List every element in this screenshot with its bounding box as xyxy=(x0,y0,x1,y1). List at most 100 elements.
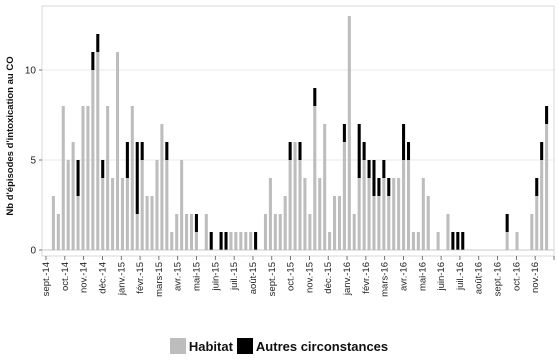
bar-habitat xyxy=(61,106,65,250)
bar-autres xyxy=(406,142,411,160)
bar-habitat xyxy=(165,160,169,250)
bar-habitat xyxy=(170,232,174,250)
bar-habitat xyxy=(298,160,302,250)
bar-habitat xyxy=(81,106,85,250)
bar-habitat xyxy=(303,178,307,250)
x-tick-label: sept.-16 xyxy=(493,262,504,296)
bar-autres xyxy=(545,106,549,124)
bar-habitat xyxy=(328,232,332,250)
x-tick-label: déc.-15 xyxy=(323,262,334,294)
y-tick-label: 10 xyxy=(25,66,37,77)
x-tick-label: juin-15 xyxy=(210,262,221,292)
legend: Habitat Autres circonstances xyxy=(0,336,558,356)
bar-habitat xyxy=(234,232,238,250)
bar-habitat xyxy=(372,196,376,250)
legend-swatch-habitat xyxy=(169,338,186,354)
bar-autres xyxy=(402,124,406,160)
bar-habitat xyxy=(155,160,159,250)
bar-habitat xyxy=(446,214,450,250)
bar-habitat xyxy=(387,196,391,250)
x-tick-label: sept.-14 xyxy=(41,262,52,296)
bar-autres xyxy=(461,232,465,250)
bar-habitat xyxy=(416,232,420,250)
bar-autres xyxy=(140,142,144,160)
x-tick-label: oct.-14 xyxy=(60,262,71,291)
bar-habitat xyxy=(120,178,124,250)
bar-habitat xyxy=(140,160,144,250)
bar-habitat xyxy=(244,232,248,250)
bar-autres xyxy=(165,142,169,160)
x-tick-label: juin-16 xyxy=(436,262,447,292)
bar-habitat xyxy=(278,214,282,250)
bar-habitat xyxy=(545,124,549,250)
x-tick-label: déc.-14 xyxy=(97,262,108,294)
bar-habitat xyxy=(515,232,519,250)
bar-autres xyxy=(101,160,105,178)
x-tick-label: juil.-16 xyxy=(455,262,466,291)
legend-item-habitat: Habitat xyxy=(169,338,233,354)
bar-autres xyxy=(505,214,509,232)
legend-label-autres: Autres circonstances xyxy=(255,338,389,354)
bar-habitat xyxy=(189,214,194,250)
bar-habitat xyxy=(111,178,115,250)
x-tick-label: nov.-16 xyxy=(530,262,541,293)
bar-habitat xyxy=(185,214,189,250)
bar-habitat xyxy=(150,196,154,250)
bar-habitat xyxy=(367,178,371,250)
bar-habitat xyxy=(96,52,100,250)
bar-habitat xyxy=(288,160,292,250)
bar-habitat xyxy=(308,214,312,250)
bar-habitat xyxy=(362,160,366,250)
bar-habitat xyxy=(377,196,381,250)
bar-habitat xyxy=(204,214,208,250)
bar-habitat xyxy=(357,178,361,250)
bar-habitat xyxy=(352,214,356,250)
bar-autres xyxy=(540,142,544,160)
x-tick-label: avr.-16 xyxy=(398,262,409,291)
bar-autres xyxy=(456,232,460,250)
bar-habitat xyxy=(530,214,534,250)
bar-autres xyxy=(342,124,346,142)
bar-habitat xyxy=(101,178,105,250)
y-axis-title: Nb d'épisodes d'intoxication au CO xyxy=(5,56,16,215)
bar-habitat xyxy=(56,214,60,250)
bar-habitat xyxy=(229,232,233,250)
x-tick-label: janv.-15 xyxy=(116,262,127,296)
bar-habitat xyxy=(313,106,317,250)
bar-habitat xyxy=(426,196,430,250)
bar-habitat xyxy=(505,232,509,250)
x-tick-label: oct.-16 xyxy=(511,262,522,291)
bar-autres xyxy=(451,232,455,250)
bar-habitat xyxy=(397,178,401,250)
bar-habitat xyxy=(323,124,327,250)
bar-habitat xyxy=(71,142,75,250)
bar-habitat xyxy=(263,214,268,250)
bar-autres xyxy=(387,178,391,196)
bar-autres xyxy=(125,142,129,178)
x-tick-label: mars-16 xyxy=(380,262,391,297)
bar-habitat xyxy=(421,178,425,250)
x-tick-label: févr.-15 xyxy=(135,262,146,294)
x-tick-label: mars-15 xyxy=(154,262,165,297)
bar-autres xyxy=(535,178,539,196)
x-tick-label: févr.-16 xyxy=(361,262,372,294)
bar-habitat xyxy=(130,106,134,250)
bar-habitat xyxy=(180,160,184,250)
bar-habitat xyxy=(411,232,415,250)
legend-item-autres: Autres circonstances xyxy=(236,338,389,354)
bar-autres xyxy=(288,142,292,160)
y-tick-label: 5 xyxy=(30,156,36,167)
bar-habitat xyxy=(145,196,149,250)
bar-habitat xyxy=(239,232,243,250)
bar-autres xyxy=(91,52,95,70)
bar-habitat xyxy=(249,232,253,250)
bar-habitat xyxy=(402,160,406,250)
x-tick-label: oct.-15 xyxy=(286,262,297,291)
bar-habitat xyxy=(273,214,277,250)
x-tick-label: mai-16 xyxy=(417,262,428,291)
bar-habitat xyxy=(535,196,539,250)
bar-autres xyxy=(194,214,198,232)
bar-autres xyxy=(76,160,80,196)
